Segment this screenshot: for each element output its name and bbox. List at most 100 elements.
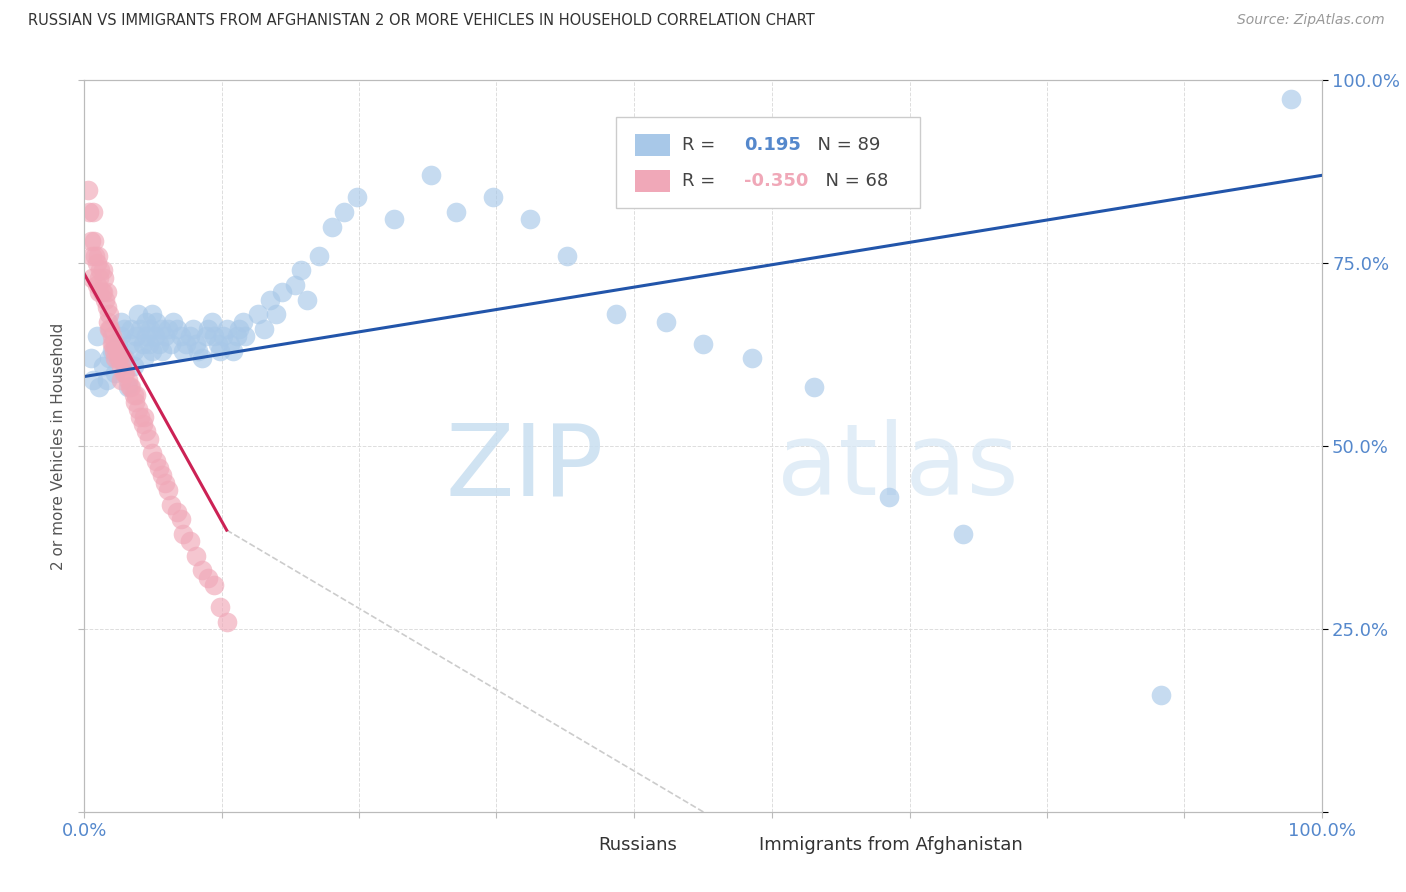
Point	[803, 380, 825, 394]
Point	[96, 285, 118, 300]
Point	[174, 336, 197, 351]
Point	[108, 351, 131, 366]
Point	[259, 293, 281, 307]
Point	[181, 322, 204, 336]
Point	[284, 278, 307, 293]
Point	[148, 336, 170, 351]
Point	[555, 249, 578, 263]
Point	[77, 183, 100, 197]
Point	[153, 329, 176, 343]
Point	[86, 278, 108, 293]
Point	[519, 212, 541, 227]
Point	[132, 409, 155, 424]
Point	[107, 336, 129, 351]
Point	[197, 571, 219, 585]
Point	[101, 336, 124, 351]
Point	[253, 322, 276, 336]
Point	[100, 336, 122, 351]
Point	[209, 599, 232, 614]
Point	[91, 285, 114, 300]
Point	[419, 169, 441, 183]
Bar	[716, 835, 749, 855]
Point	[209, 343, 232, 358]
Point	[321, 219, 343, 234]
Point	[194, 329, 217, 343]
Point	[104, 366, 127, 380]
Point	[94, 293, 117, 307]
Point	[382, 212, 405, 227]
Text: RUSSIAN VS IMMIGRANTS FROM AFGHANISTAN 2 OR MORE VEHICLES IN HOUSEHOLD CORRELATI: RUSSIAN VS IMMIGRANTS FROM AFGHANISTAN 2…	[28, 13, 815, 29]
Point	[444, 205, 467, 219]
Point	[122, 388, 145, 402]
Point	[91, 359, 114, 373]
Point	[170, 329, 193, 343]
Point	[80, 270, 103, 285]
Point	[172, 343, 194, 358]
Point	[129, 409, 152, 424]
Point	[605, 307, 627, 321]
Point	[98, 322, 121, 336]
Point	[153, 475, 176, 490]
Point	[187, 343, 209, 358]
Point	[103, 343, 125, 358]
Point	[162, 315, 184, 329]
Point	[86, 329, 108, 343]
Point	[120, 336, 142, 351]
Point	[145, 315, 167, 329]
Point	[138, 432, 160, 446]
Point	[233, 329, 256, 343]
Point	[219, 336, 242, 351]
Point	[246, 307, 269, 321]
Bar	[636, 134, 669, 155]
Point	[481, 190, 503, 204]
Point	[107, 351, 129, 366]
Text: 0.195: 0.195	[744, 136, 800, 153]
Point	[295, 293, 318, 307]
Point	[184, 336, 207, 351]
Point	[290, 263, 312, 277]
Point	[110, 315, 132, 329]
Point	[98, 351, 121, 366]
Point	[135, 425, 157, 439]
Point	[122, 359, 145, 373]
Point	[89, 270, 111, 285]
Text: N = 68: N = 68	[814, 172, 889, 190]
Point	[179, 329, 201, 343]
Point	[150, 468, 173, 483]
Point	[877, 490, 900, 504]
Point	[111, 351, 134, 366]
Point	[212, 329, 235, 343]
Point	[83, 234, 105, 248]
Point	[264, 307, 287, 321]
Point	[132, 351, 155, 366]
Point	[1279, 92, 1302, 106]
Y-axis label: 2 or more Vehicles in Household: 2 or more Vehicles in Household	[51, 322, 66, 570]
Point	[191, 351, 214, 366]
Point	[1150, 688, 1173, 702]
Text: R =: R =	[682, 172, 721, 190]
Point	[89, 263, 111, 277]
Text: Immigrants from Afghanistan: Immigrants from Afghanistan	[759, 837, 1022, 855]
Point	[135, 315, 157, 329]
Point	[228, 322, 250, 336]
Point	[135, 329, 157, 343]
Point	[157, 483, 180, 497]
Point	[179, 534, 201, 549]
Point	[141, 307, 163, 321]
Point	[333, 205, 356, 219]
Point	[160, 336, 183, 351]
Point	[207, 336, 229, 351]
Point	[80, 249, 103, 263]
Point	[215, 615, 238, 629]
Point	[166, 505, 188, 519]
Point	[90, 285, 112, 300]
Point	[184, 549, 207, 563]
FancyBboxPatch shape	[616, 117, 920, 209]
Point	[157, 322, 180, 336]
Point	[112, 322, 135, 336]
Text: Source: ZipAtlas.com: Source: ZipAtlas.com	[1237, 13, 1385, 28]
Text: N = 89: N = 89	[806, 136, 880, 153]
Point	[150, 343, 173, 358]
Bar	[636, 170, 669, 192]
Point	[96, 373, 118, 387]
